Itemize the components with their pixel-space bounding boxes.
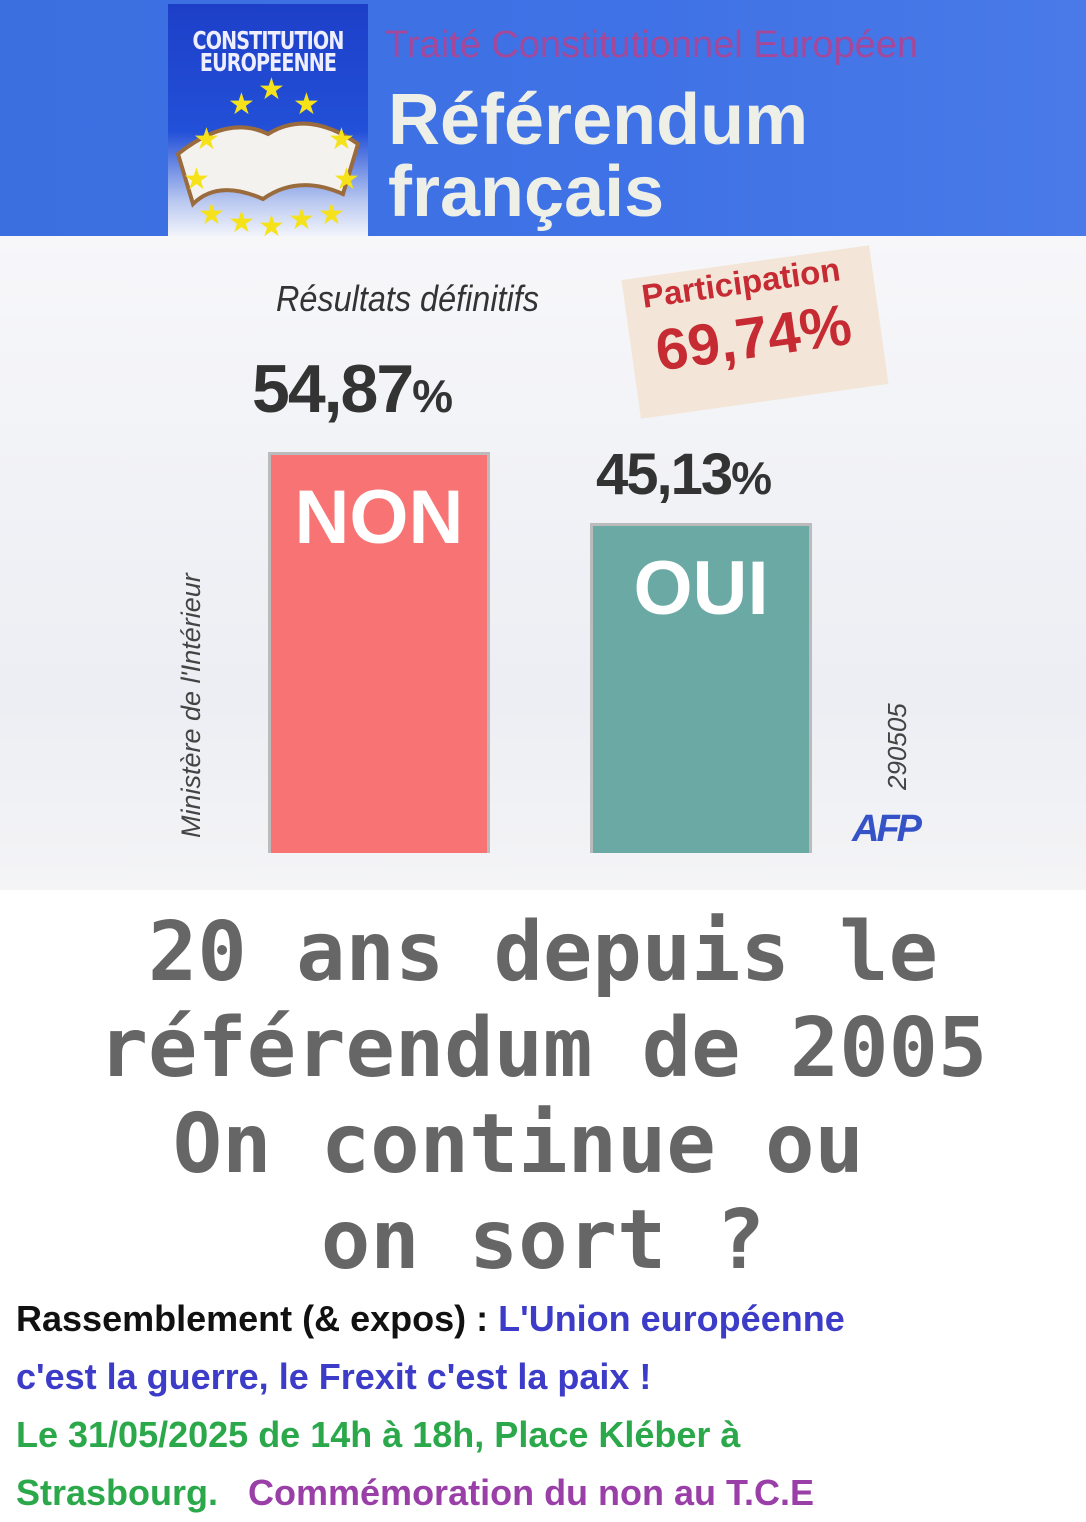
chart-area	[0, 236, 1086, 890]
date-code: 290505	[882, 703, 912, 790]
headline-line: référendum de 2005	[98, 1001, 988, 1096]
svg-text:★: ★	[318, 198, 345, 231]
svg-text:★: ★	[288, 203, 315, 236]
book-stars-icon: ★ ★ ★ ★ ★ ★ ★ ★ ★ ★ ★★	[175, 74, 361, 236]
svg-text:★: ★	[258, 74, 285, 106]
bar-oui	[590, 523, 812, 853]
svg-text:★: ★	[228, 206, 255, 236]
event-info: Rassemblement (& expos) : L'Union europé…	[16, 1290, 1086, 1522]
event-city: Strasbourg.	[16, 1472, 249, 1513]
svg-text:★: ★	[333, 163, 360, 196]
bar-value-oui: 45,13%	[596, 442, 772, 508]
headline-line: 20 ans depuis le	[148, 905, 938, 1000]
logo-text: CONSTITUTION EUROPEENNE	[192, 26, 345, 77]
headline-line: on sort ?	[320, 1193, 766, 1288]
header-banner: CONSTITUTION EUROPEENNE ★ ★ ★ ★ ★ ★ ★ ★ ★ ★ ★ ★…	[0, 0, 1086, 236]
slogan-part2: c'est la guerre, le Frexit c'est la paix…	[16, 1356, 652, 1397]
svg-text:★: ★	[198, 198, 225, 231]
afp-credit: AFP	[852, 808, 922, 850]
constitution-logo: CONSTITUTION EUROPEENNE ★ ★ ★ ★ ★ ★ ★ ★ ★ ★ ★ ★	[168, 4, 368, 236]
headline: 20 ans depuis le référendum de 2005 On con…	[0, 905, 1086, 1289]
svg-text:★: ★	[228, 88, 255, 121]
svg-text:★: ★	[183, 163, 210, 196]
bar-value-non: 54,87%	[252, 351, 453, 427]
source-label: Ministère de l'Intérieur	[176, 573, 206, 838]
title-line1: Référendum	[388, 80, 809, 160]
svg-text:★: ★	[193, 123, 220, 156]
bar-non	[268, 452, 490, 853]
svg-text:★: ★	[258, 210, 285, 236]
svg-text:★: ★	[328, 123, 355, 156]
commemoration-text: Commémoration du non au T.C.E	[248, 1472, 815, 1513]
event-date-place: Le 31/05/2025 de 14h à 18h, Place Kléber…	[16, 1414, 741, 1455]
treaty-subtitle: Traité Constitutionnel Européen	[385, 24, 919, 66]
event-intro: Rassemblement (& expos) :	[16, 1298, 499, 1339]
bar-label-non: NON	[294, 475, 464, 560]
slogan-part1: L'Union européenne	[498, 1298, 845, 1339]
bar-label-oui: OUI	[633, 546, 769, 632]
chart-title: Résultats définitifs	[276, 278, 539, 319]
headline-line: On continue ou	[172, 1097, 914, 1192]
title-line2: français	[388, 152, 665, 232]
svg-text:★: ★	[293, 88, 320, 121]
